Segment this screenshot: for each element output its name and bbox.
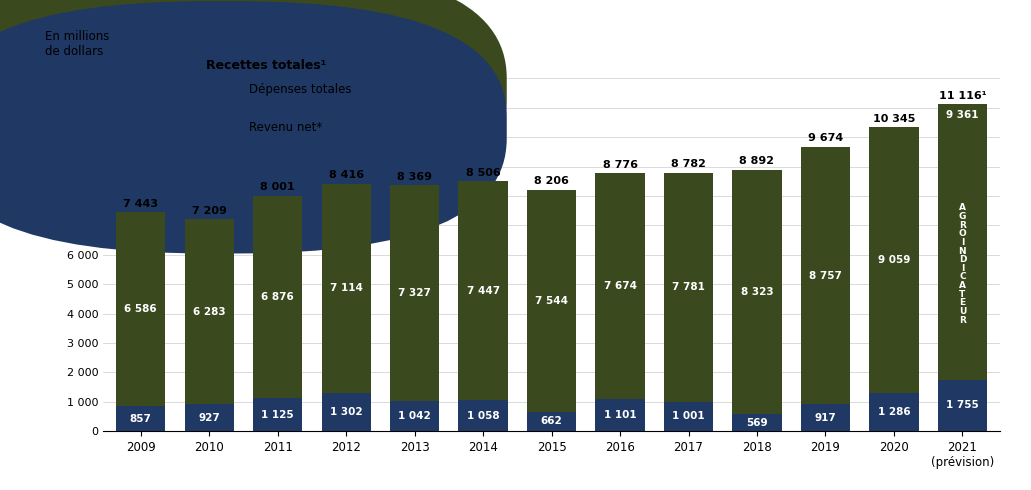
Bar [596,399,644,431]
Text: 8 001: 8 001 [261,182,295,193]
Bar [527,412,576,431]
Text: 8 776: 8 776 [602,160,637,170]
Bar [185,219,234,404]
Bar [117,406,165,431]
Text: 1 125: 1 125 [262,410,294,419]
Text: 662: 662 [540,416,563,426]
Text: 9 059: 9 059 [877,255,910,265]
Text: 7 781: 7 781 [672,282,705,293]
Bar [117,212,165,406]
Text: 9 361: 9 361 [946,110,978,120]
Bar [938,104,987,380]
Text: 917: 917 [814,413,836,423]
Text: 1 302: 1 302 [330,407,363,417]
Bar [664,402,713,431]
Bar [801,404,851,431]
Bar [801,147,851,404]
Text: Revenu net*: Revenu net* [250,121,323,134]
Bar [322,393,371,431]
Bar [732,170,781,415]
Text: 1 101: 1 101 [604,410,636,420]
Bar [732,415,781,431]
Text: A
G
R
O
I
N
D
I
C
A
T
E
U
R: A G R O I N D I C A T E U R [959,203,966,325]
Bar [527,190,576,412]
Text: 6 283: 6 283 [193,307,226,317]
Text: 8 416: 8 416 [329,170,364,180]
Bar [253,398,302,431]
Text: 7 327: 7 327 [398,288,431,298]
Text: 569: 569 [746,418,768,428]
Bar [938,380,987,431]
Text: 7 447: 7 447 [467,286,500,295]
Bar [390,185,439,400]
Text: 7 443: 7 443 [124,199,159,209]
Text: 8 369: 8 369 [397,172,432,182]
Bar [596,173,644,399]
Text: 8 506: 8 506 [466,168,500,177]
Bar [459,400,507,431]
Text: 7 114: 7 114 [330,283,363,294]
Text: 8 782: 8 782 [671,159,706,170]
Text: 1 755: 1 755 [946,400,978,411]
Text: 6 876: 6 876 [261,292,294,302]
Bar [664,173,713,402]
Text: 8 206: 8 206 [534,176,569,186]
Bar [869,393,919,431]
Text: 927: 927 [198,413,220,422]
Text: 1 058: 1 058 [467,411,499,420]
FancyBboxPatch shape [0,1,507,253]
Bar [253,196,302,398]
Text: Dépenses totales: Dépenses totales [250,83,352,96]
Text: 8 757: 8 757 [809,270,842,280]
Bar [390,400,439,431]
Text: 1 286: 1 286 [877,407,910,417]
Text: 7 674: 7 674 [603,281,636,291]
Text: 1 042: 1 042 [398,411,431,421]
Text: 6 586: 6 586 [125,304,157,314]
Text: 8 892: 8 892 [739,156,774,166]
Text: 8 323: 8 323 [740,287,773,297]
Bar [185,404,234,431]
Text: 10 345: 10 345 [873,114,916,123]
Text: 857: 857 [130,414,152,423]
FancyBboxPatch shape [0,0,507,215]
Bar [869,127,919,393]
Bar [459,181,507,400]
Text: En millions
de dollars: En millions de dollars [44,30,109,58]
Text: 7 209: 7 209 [192,206,227,216]
Text: 9 674: 9 674 [808,133,843,143]
Bar [322,184,371,393]
Text: 11 116¹: 11 116¹ [938,91,987,101]
Text: 1 001: 1 001 [672,412,705,421]
Text: 7 544: 7 544 [535,296,568,306]
Text: Recettes totales¹: Recettes totales¹ [206,59,327,72]
